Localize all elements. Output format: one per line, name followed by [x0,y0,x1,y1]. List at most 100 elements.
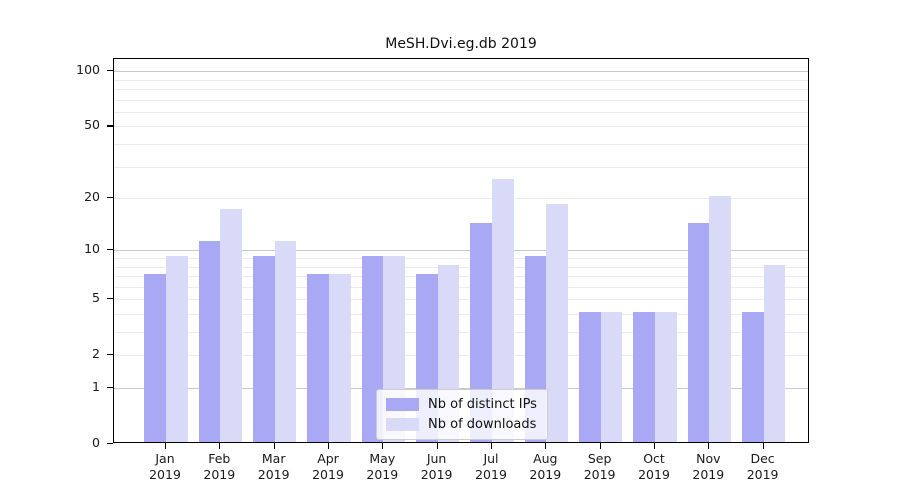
bar-ips-dec [741,312,764,442]
legend-label-downloads: Nb of downloads [428,417,537,432]
x-tick-year: 2019 [312,467,344,482]
x-tick-month: Oct [643,451,665,466]
minor-gridline-60 [114,111,808,113]
major-gridline-10 [114,250,808,252]
x-tick-label-aug: Aug 2019 [517,451,573,483]
x-tick-month: May [369,451,396,466]
bar-downloads-aug [546,204,568,442]
x-tick-month: Nov [696,451,721,466]
minor-gridline-50 [114,126,808,128]
x-tick-year: 2019 [529,467,562,482]
x-tick-year: 2019 [475,467,507,482]
x-tick-label-nov: Nov 2019 [680,451,736,483]
bar-downloads-mar [274,241,297,442]
bar-ips-sep [578,312,601,442]
legend-swatch-ips [386,398,419,411]
bar-ips-nov [687,223,710,442]
x-tick-month: Jul [483,451,499,466]
y-tick-mark-2 [107,354,113,356]
x-tick-year: 2019 [149,467,181,482]
y-tick-label-20: 20 [84,189,100,205]
x-tick-month: Feb [208,451,231,466]
x-tick-label-oct: Oct 2019 [626,451,682,483]
y-tick-label-0: 0 [92,435,100,450]
x-tick-label-feb: Feb 2019 [191,451,247,483]
x-tick-label-dec: Dec 2019 [735,451,791,483]
bar-downloads-oct [655,312,677,442]
bar-ips-mar [253,256,275,442]
major-gridline-100 [114,71,808,73]
x-tick-label-jan: Jan 2019 [137,451,193,483]
bar-downloads-dec [763,264,786,442]
bar-downloads-jan [166,256,188,442]
minor-gridline-3 [114,332,808,333]
y-tick-label-10: 10 [84,241,100,257]
y-tick-label-100: 100 [76,62,100,78]
minor-gridline-20 [114,198,808,200]
x-tick-month: Sep [587,451,612,466]
x-tick-mark-jun [436,443,438,449]
x-tick-mark-may [382,443,384,449]
minor-gridline-6 [114,286,808,288]
y-tick-mark-10 [107,249,113,251]
legend: Nb of distinct IPs Nb of downloads [376,389,548,440]
legend-item-distinct-ips: Nb of distinct IPs [386,397,537,412]
bar-downloads-feb [220,208,242,442]
bar-downloads-nov [709,196,731,442]
x-tick-month: Apr [317,451,339,466]
y-tick-mark-100 [107,70,113,72]
bar-downloads-sep [600,312,623,442]
legend-swatch-downloads [386,418,419,431]
x-tick-mark-oct [654,443,656,449]
x-tick-year: 2019 [746,467,779,482]
y-tick-mark-0 [107,443,113,445]
minor-gridline-4 [114,314,808,315]
minor-gridline-5 [114,299,808,301]
x-tick-year: 2019 [583,467,616,482]
x-tick-year: 2019 [366,467,399,482]
chart-title: MeSH.Dvi.eg.db 2019 [385,36,537,52]
minor-gridline-7 [114,276,808,277]
x-tick-mark-jan [165,443,167,449]
minor-gridline-2 [114,355,808,357]
y-tick-mark-1 [107,387,113,389]
y-tick-mark-50 [107,125,113,127]
x-tick-mark-mar [273,443,275,449]
x-tick-month: Jan [155,451,175,466]
x-tick-label-apr: Apr 2019 [300,451,356,483]
x-tick-year: 2019 [692,467,725,482]
y-tick-label-2: 2 [92,346,100,362]
x-tick-mark-jul [491,443,493,449]
y-tick-label-50: 50 [84,117,100,133]
x-tick-year: 2019 [257,467,290,482]
bar-ips-feb [198,241,221,442]
x-tick-mark-dec [762,443,764,449]
minor-gridline-70 [114,99,808,101]
y-tick-label-5: 5 [92,290,100,306]
bar-ips-jan [144,274,166,442]
x-tick-mark-feb [219,443,221,449]
bar-downloads-jul [492,178,514,442]
minor-gridline-8 [114,266,808,268]
y-tick-label-1: 1 [92,379,100,394]
x-tick-label-mar: Mar 2019 [246,451,302,483]
bar-ips-jul [470,223,492,442]
minor-gridline-9 [114,258,808,259]
x-tick-month: Jun [426,451,447,466]
x-tick-month: Dec [750,451,775,466]
y-tick-mark-5 [107,298,113,300]
legend-label-ips: Nb of distinct IPs [428,397,537,412]
x-tick-year: 2019 [638,467,670,482]
x-tick-label-sep: Sep 2019 [572,451,628,483]
x-tick-label-jul: Jul 2019 [463,451,519,483]
major-gridline-1 [114,388,808,389]
bar-ips-apr [307,274,329,442]
x-tick-mark-aug [545,443,547,449]
x-tick-year: 2019 [203,467,236,482]
minor-gridline-90 [114,79,808,81]
bar-downloads-apr [329,274,351,442]
x-tick-label-may: May 2019 [354,451,410,483]
plot-area [113,58,809,443]
legend-item-downloads: Nb of downloads [386,417,537,432]
